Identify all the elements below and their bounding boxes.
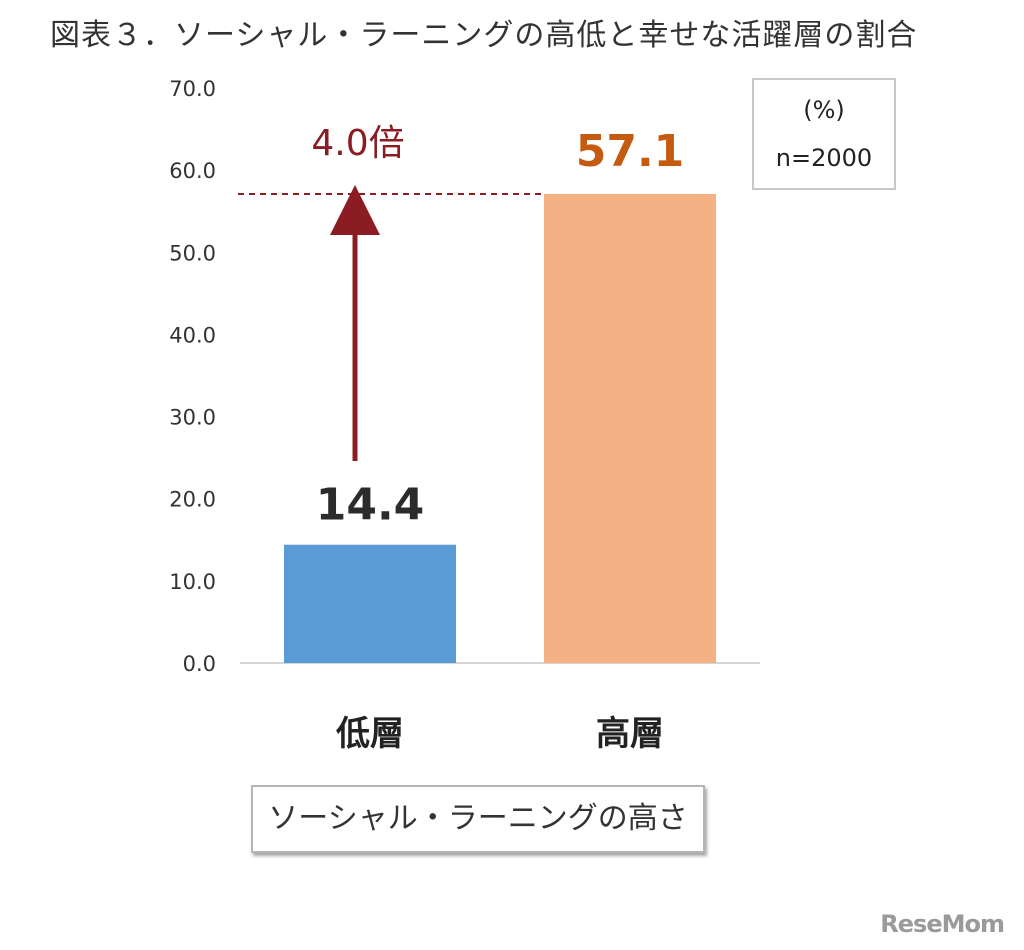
resemom-logo: ReseMom (880, 910, 1005, 938)
y-tick-label: 30.0 (169, 406, 216, 430)
y-tick-label: 40.0 (169, 323, 216, 347)
y-tick-label: 50.0 (169, 241, 216, 265)
y-tick-label: 20.0 (169, 488, 216, 512)
chart-title: 図表３．ソーシャル・ラーニングの高低と幸せな活躍層の割合 (50, 18, 918, 53)
y-tick-label: 70.0 (169, 77, 216, 101)
bars: 14.4 低層 57.1 高層 (284, 126, 716, 754)
y-tick-label: 0.0 (183, 652, 216, 676)
ratio-label: 4.0倍 (311, 123, 404, 164)
bar-value-label: 14.4 (316, 480, 425, 531)
x-axis-label-box: ソーシャル・ラーニングの高さ (251, 785, 705, 853)
category-label: 低層 (336, 714, 404, 754)
y-axis-ticks: 0.0 10.0 20.0 30.0 40.0 50.0 60.0 70.0 (169, 77, 216, 676)
bar-value-label: 57.1 (576, 126, 685, 177)
y-tick-label: 10.0 (169, 570, 216, 594)
unit-label: (%) (803, 96, 845, 124)
category-label: 高層 (596, 714, 664, 754)
ratio-annotation: 4.0倍 (238, 123, 545, 461)
bar (284, 544, 456, 663)
y-tick-label: 60.0 (169, 159, 216, 183)
unit-legend-box: (%) n=2000 (752, 78, 896, 190)
bar (544, 193, 716, 663)
sample-size-label: n=2000 (775, 144, 873, 172)
